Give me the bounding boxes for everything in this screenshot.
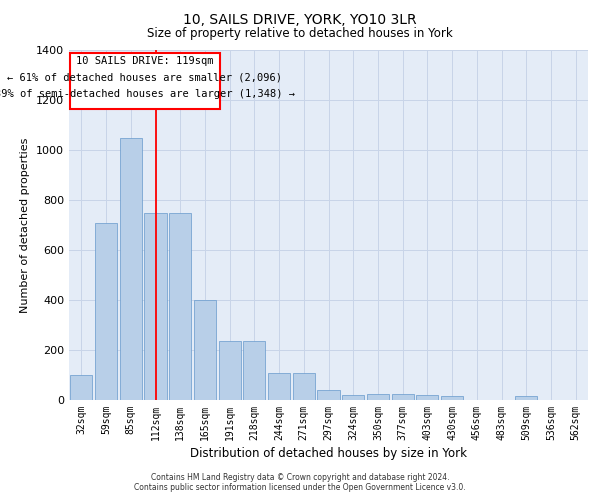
FancyBboxPatch shape <box>70 52 220 109</box>
Bar <box>268 372 290 400</box>
Text: 39% of semi-detached houses are larger (1,348) →: 39% of semi-detached houses are larger (… <box>0 89 295 99</box>
Text: 10 SAILS DRIVE: 119sqm: 10 SAILS DRIVE: 119sqm <box>76 56 214 66</box>
Y-axis label: Number of detached properties: Number of detached properties <box>20 138 31 312</box>
Bar <box>119 138 142 400</box>
Bar <box>342 395 364 400</box>
Bar <box>70 375 92 400</box>
Bar <box>293 372 315 400</box>
Text: ← 61% of detached houses are smaller (2,096): ← 61% of detached houses are smaller (2,… <box>7 72 283 83</box>
X-axis label: Distribution of detached houses by size in York: Distribution of detached houses by size … <box>190 447 467 460</box>
Bar <box>317 390 340 400</box>
Bar <box>416 395 439 400</box>
Bar <box>515 396 538 400</box>
Bar <box>392 394 414 400</box>
Text: Size of property relative to detached houses in York: Size of property relative to detached ho… <box>147 28 453 40</box>
Bar <box>441 396 463 400</box>
Bar <box>367 394 389 400</box>
Text: Contains HM Land Registry data © Crown copyright and database right 2024.
Contai: Contains HM Land Registry data © Crown c… <box>134 473 466 492</box>
Bar <box>194 300 216 400</box>
Bar <box>169 212 191 400</box>
Text: 10, SAILS DRIVE, YORK, YO10 3LR: 10, SAILS DRIVE, YORK, YO10 3LR <box>183 12 417 26</box>
Bar <box>218 341 241 400</box>
Bar <box>243 341 265 400</box>
Bar <box>95 222 117 400</box>
Bar <box>145 212 167 400</box>
